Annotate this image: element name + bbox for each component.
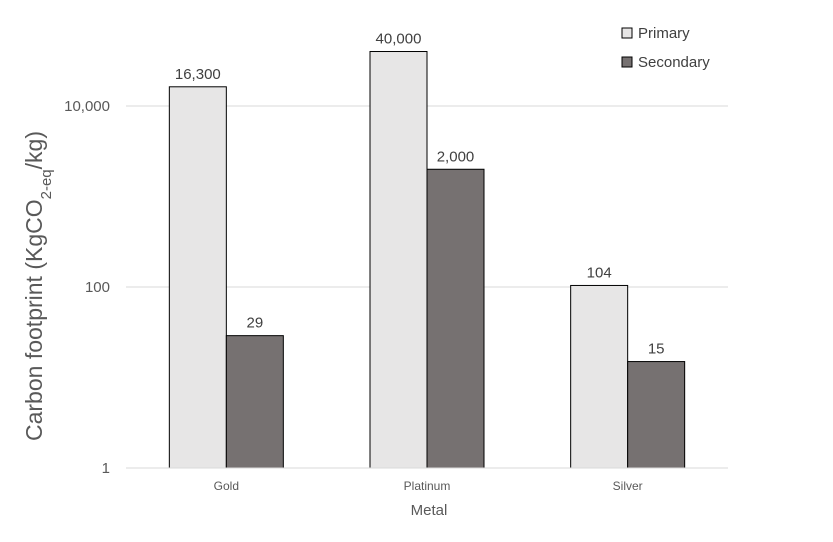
legend-label-primary: Primary	[638, 25, 690, 42]
y-axis-title-main: Carbon footprint (KgCO	[21, 199, 47, 441]
data-label: 29	[246, 315, 263, 332]
y-axis-ticks: 1 100 10,000	[64, 98, 110, 477]
legend: Primary Secondary	[621, 25, 710, 71]
y-axis-title-unit: /kg)	[21, 131, 47, 169]
y-axis-title: Carbon footprint (KgCO2-eq/kg)	[21, 131, 55, 441]
data-label: 2,000	[437, 148, 475, 165]
data-label: 104	[587, 264, 612, 281]
y-axis-title-subscript: 2-eq	[38, 169, 55, 199]
x-tick-label: Platinum	[404, 479, 451, 493]
x-axis-categories: Gold Platinum Silver	[214, 479, 643, 493]
bar-primary-gold	[168, 86, 227, 469]
data-label: 16,300	[175, 66, 221, 83]
y-tick-label: 1	[102, 460, 110, 477]
bar-secondary-gold	[225, 335, 284, 469]
y-tick-label: 10,000	[64, 98, 110, 115]
bar-secondary-platinum	[426, 168, 485, 469]
x-tick-label: Silver	[613, 479, 643, 493]
x-axis-title: Metal	[411, 502, 448, 519]
legend-swatch-primary	[621, 27, 633, 39]
legend-swatch-secondary	[621, 56, 633, 68]
data-label: 15	[648, 341, 665, 358]
bar-primary-platinum	[369, 51, 428, 469]
bar-secondary-silver	[627, 361, 686, 469]
data-labels: 16,300 29 40,000 2,000 104 15	[175, 31, 665, 358]
legend-label-secondary: Secondary	[638, 54, 710, 71]
bars	[168, 51, 686, 469]
bar-primary-silver	[570, 284, 629, 469]
x-tick-label: Gold	[214, 479, 239, 493]
y-tick-label: 100	[85, 279, 110, 296]
data-label: 40,000	[376, 31, 422, 48]
